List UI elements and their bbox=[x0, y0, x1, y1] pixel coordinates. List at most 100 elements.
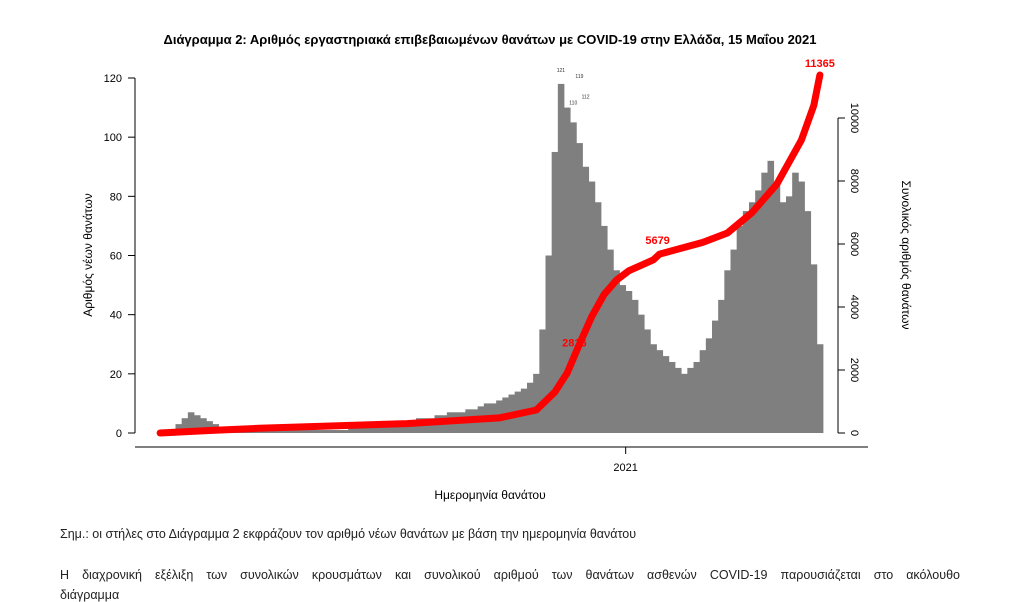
cumulative-line bbox=[156, 71, 824, 437]
bar bbox=[280, 430, 287, 433]
bar bbox=[718, 299, 725, 433]
y-right-tick-label: 4000 bbox=[848, 295, 860, 319]
bar bbox=[286, 430, 294, 433]
bar bbox=[187, 412, 195, 433]
bar bbox=[712, 320, 719, 433]
bar bbox=[798, 181, 805, 433]
bar-label: 119 bbox=[575, 74, 583, 80]
bar bbox=[767, 160, 775, 434]
bar bbox=[366, 427, 374, 433]
bar bbox=[360, 427, 368, 433]
x-tick-label: 2021 bbox=[613, 462, 637, 474]
bar bbox=[749, 202, 756, 433]
y-right-tick-label: 2000 bbox=[848, 358, 860, 382]
y-tick-label: 0 bbox=[116, 428, 122, 440]
bar bbox=[816, 344, 824, 433]
bars bbox=[169, 83, 824, 434]
bar bbox=[545, 255, 553, 433]
bar bbox=[533, 373, 540, 433]
bar bbox=[693, 362, 701, 433]
bar bbox=[194, 415, 201, 433]
bar bbox=[662, 356, 670, 433]
bar bbox=[810, 264, 818, 433]
bar bbox=[329, 430, 337, 433]
bar bbox=[804, 211, 812, 433]
y-tick-label: 20 bbox=[110, 369, 122, 381]
bar bbox=[675, 367, 682, 433]
bar bbox=[631, 299, 639, 433]
bar bbox=[625, 291, 633, 433]
bar bbox=[323, 430, 331, 433]
deaths-chart: Διάγραμμα 2: Αριθμός εργαστηριακά επιβεβ… bbox=[81, 32, 913, 502]
bar bbox=[200, 418, 207, 433]
bar bbox=[638, 314, 645, 433]
bar bbox=[650, 344, 657, 433]
paragraph-text-cont: διάγραμμα bbox=[60, 588, 120, 602]
bar bbox=[619, 285, 627, 433]
bar bbox=[681, 373, 688, 433]
y-axis-right-label: Συνολικός αριθμός θανάτων bbox=[899, 180, 913, 329]
y-axis-label: Αριθμός νέων θανάτων bbox=[81, 193, 95, 316]
y-right-tick-label: 10000 bbox=[848, 103, 860, 134]
x-axis-label: Ημερομηνία θανάτου bbox=[434, 488, 545, 502]
bar bbox=[607, 249, 614, 433]
bar bbox=[730, 249, 738, 433]
bar-label: 112 bbox=[582, 95, 590, 101]
bar bbox=[348, 427, 355, 433]
bar bbox=[181, 418, 189, 433]
bar-label: 121 bbox=[557, 68, 566, 74]
line-label: 2816 bbox=[562, 337, 586, 349]
bar bbox=[613, 270, 620, 433]
bar bbox=[724, 270, 731, 433]
bar bbox=[354, 427, 361, 433]
bar bbox=[582, 166, 590, 433]
bar bbox=[761, 172, 768, 433]
bar bbox=[557, 83, 565, 434]
y-tick-label: 100 bbox=[104, 132, 122, 144]
bar bbox=[656, 350, 664, 433]
bar-label: 110 bbox=[569, 101, 577, 107]
bar bbox=[385, 424, 392, 433]
bar bbox=[342, 430, 349, 433]
bar bbox=[391, 424, 398, 433]
line-label: 5679 bbox=[645, 235, 669, 247]
bar bbox=[687, 367, 694, 433]
bar bbox=[274, 430, 281, 433]
bar bbox=[792, 172, 799, 433]
bar bbox=[268, 430, 275, 433]
note-text: Σημ.: οι στήλες στο Διάγραμμα 2 εκφράζου… bbox=[60, 527, 637, 541]
bar bbox=[594, 202, 602, 433]
bar bbox=[298, 430, 306, 433]
bar bbox=[705, 338, 713, 433]
y-right-tick-label: 8000 bbox=[848, 169, 860, 193]
bar bbox=[699, 350, 707, 433]
bar bbox=[551, 151, 559, 434]
bar bbox=[372, 424, 380, 433]
bar bbox=[292, 430, 300, 433]
bar bbox=[305, 430, 312, 433]
bar bbox=[576, 143, 583, 434]
bar bbox=[668, 362, 676, 433]
y-tick-label: 40 bbox=[110, 310, 122, 322]
line-label: 11365 bbox=[805, 58, 835, 70]
bar bbox=[773, 181, 781, 433]
annotations: 2816 5679 11365 121 119 112 110 bbox=[557, 58, 835, 349]
bar bbox=[397, 424, 405, 433]
bar bbox=[311, 430, 318, 433]
y-tick-label: 60 bbox=[110, 251, 122, 263]
paragraph-text: Η διαχρονική εξέλιξη των συνολικών κρουσ… bbox=[60, 568, 960, 582]
chart-title: Διάγραμμα 2: Αριθμός εργαστηριακά επιβεβ… bbox=[163, 32, 816, 47]
bar bbox=[736, 225, 744, 433]
bar bbox=[779, 202, 787, 433]
y-tick-label: 120 bbox=[104, 73, 122, 85]
axes: 0 20 40 60 80 100 120 2021 0 2000 4000 6000 8000 1000… bbox=[104, 73, 868, 474]
bar bbox=[588, 181, 596, 433]
bar bbox=[755, 190, 762, 433]
bar bbox=[539, 329, 546, 433]
bar bbox=[409, 421, 417, 433]
bar bbox=[379, 424, 386, 433]
bar bbox=[564, 107, 571, 433]
y-right-tick-label: 0 bbox=[848, 430, 860, 436]
bar bbox=[644, 329, 651, 433]
bar bbox=[317, 430, 324, 433]
